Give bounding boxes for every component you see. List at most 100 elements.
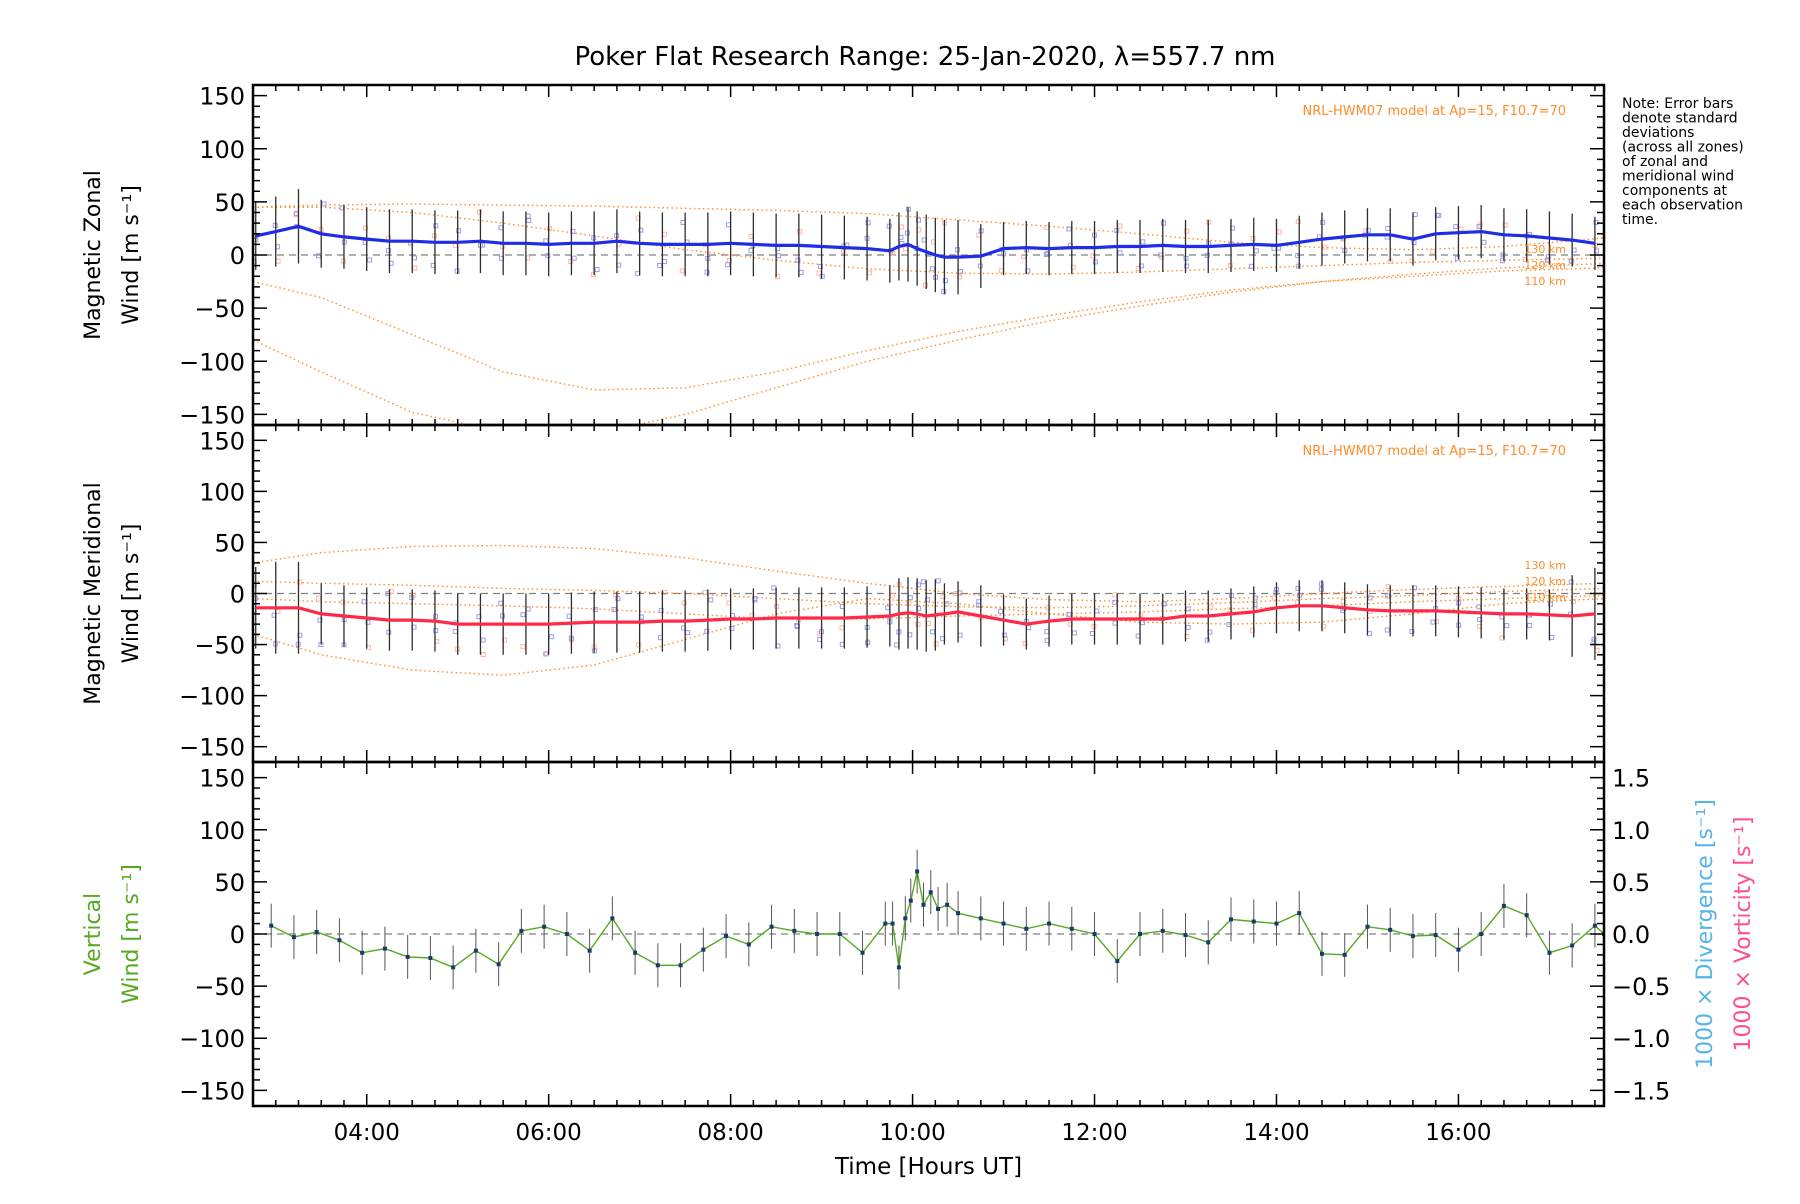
y-tick-label: −100 <box>179 348 245 376</box>
y-axis-label: Magnetic Meridional <box>81 482 106 704</box>
zone-point <box>1430 248 1436 254</box>
data-point <box>1024 926 1029 931</box>
y-axis-label: Wind [m s⁻¹] <box>119 524 144 664</box>
zone-point <box>679 268 685 274</box>
zone-point <box>525 213 531 219</box>
zone-point <box>547 226 553 232</box>
y-tick-label: 150 <box>199 427 245 455</box>
zone-point <box>1365 227 1371 233</box>
zone-point <box>1112 592 1118 598</box>
zone-point <box>1066 611 1072 617</box>
x-tick-label: 04:00 <box>334 1120 400 1146</box>
zone-point <box>1481 239 1487 245</box>
series-line-zonal <box>255 224 1596 259</box>
zone-point <box>594 266 600 272</box>
zone-point <box>866 270 872 276</box>
zone-point <box>704 269 710 275</box>
zone-point <box>525 606 531 612</box>
zone-point <box>748 233 754 239</box>
zone-point <box>906 600 912 606</box>
data-point <box>1433 933 1438 938</box>
zone-point <box>362 225 368 231</box>
x-tick-label: 08:00 <box>697 1120 763 1146</box>
zone-point <box>638 227 644 233</box>
data-point <box>269 923 274 928</box>
zone-point <box>476 209 482 215</box>
zone-point <box>771 585 777 591</box>
data-point <box>542 924 547 929</box>
zone-point <box>520 644 526 650</box>
zone-point <box>681 600 687 606</box>
zone-point <box>1252 602 1258 608</box>
data-point <box>1228 917 1233 922</box>
zone-point <box>1433 619 1439 625</box>
data-point <box>978 916 983 921</box>
zone-point <box>1568 579 1574 585</box>
zone-point <box>1185 624 1191 630</box>
data-point <box>1069 926 1074 931</box>
zone-point <box>658 607 664 613</box>
data-point <box>1297 911 1302 916</box>
data-point <box>473 948 478 953</box>
note-line: Note: Error bars <box>1622 96 1733 112</box>
data-point <box>890 921 895 926</box>
zone-point <box>1185 606 1191 612</box>
zone-point <box>386 248 392 254</box>
zone-point <box>865 220 871 226</box>
right-y-tick-label: 0.5 <box>1612 869 1650 897</box>
zone-point <box>749 612 755 618</box>
y-tick-label: 0 <box>230 242 245 270</box>
zone-point <box>933 641 939 647</box>
zone-point <box>1160 220 1166 226</box>
zone-point <box>1411 240 1417 246</box>
zone-point <box>839 625 845 631</box>
y-tick-label: 0 <box>230 921 245 949</box>
zone-point <box>940 593 946 599</box>
zone-point <box>615 596 621 602</box>
zone-point <box>1045 605 1051 611</box>
zone-point <box>685 630 691 636</box>
data-point <box>291 935 296 940</box>
data-point <box>928 890 933 895</box>
note-line: time. <box>1622 212 1658 228</box>
zone-point <box>1184 228 1190 234</box>
zone-point <box>1384 627 1390 633</box>
zone-point <box>1204 252 1210 258</box>
zone-point <box>1295 585 1301 591</box>
data-point <box>1365 924 1370 929</box>
data-point <box>1524 913 1529 918</box>
data-point <box>746 942 751 947</box>
zone-point <box>635 271 641 277</box>
zone-point <box>890 592 896 598</box>
zone-point <box>1594 648 1600 654</box>
zone-point <box>1409 628 1415 634</box>
zone-point <box>1412 212 1418 218</box>
zone-point <box>636 642 642 648</box>
data-point <box>633 950 638 955</box>
zone-point <box>571 255 577 261</box>
zone-point <box>1454 255 1460 261</box>
data-point <box>314 929 319 934</box>
zone-point <box>1453 224 1459 230</box>
zone-point <box>543 651 549 657</box>
zone-point <box>957 632 963 638</box>
data-point <box>1479 932 1484 936</box>
zone-point <box>902 246 908 252</box>
zone-point <box>725 262 731 268</box>
zone-point <box>365 619 371 625</box>
zone-point <box>1001 632 1007 638</box>
panel-plot-area <box>253 544 1604 676</box>
x-tick-label: 10:00 <box>879 1120 945 1146</box>
y-tick-label: 50 <box>214 189 245 217</box>
right-y-tick-label: −0.5 <box>1612 973 1670 1001</box>
zone-point <box>1547 601 1553 607</box>
zone-point <box>1117 250 1123 256</box>
zone-point <box>797 229 803 235</box>
zone-point <box>1500 252 1506 258</box>
chart-title: Poker Flat Research Range: 25-Jan-2020, … <box>574 42 1275 72</box>
zone-point <box>590 272 596 278</box>
model-curve-120 <box>253 580 1604 609</box>
zone-point <box>904 230 910 236</box>
zone-point <box>907 595 913 601</box>
